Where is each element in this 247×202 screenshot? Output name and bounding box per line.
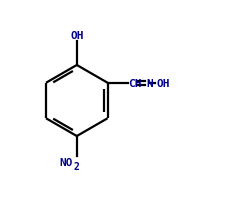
- Text: OH: OH: [156, 78, 170, 88]
- Text: CH: CH: [128, 78, 142, 88]
- Text: N: N: [146, 78, 153, 88]
- Text: OH: OH: [70, 31, 83, 40]
- Text: NO: NO: [59, 158, 73, 167]
- Text: 2: 2: [74, 161, 80, 171]
